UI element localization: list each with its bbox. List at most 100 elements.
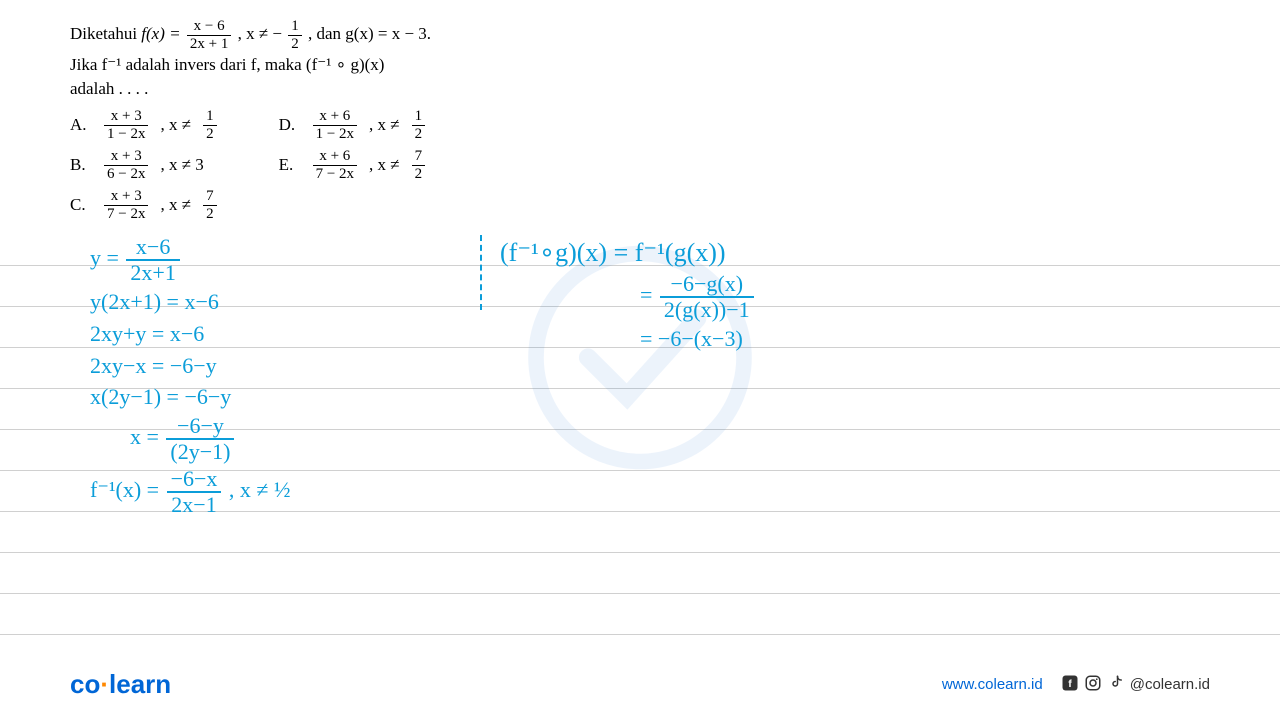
fraction: −6−y (2y−1) <box>166 414 234 464</box>
hw-line: f⁻¹(x) = −6−x 2x−1 , x ≠ ½ <box>90 467 291 517</box>
fx-label: f(x) = <box>141 24 185 43</box>
numerator: x − 6 <box>187 18 231 36</box>
condition-fraction: 1 2 <box>412 108 426 142</box>
denominator: 2 <box>203 126 217 143</box>
question-text: Diketahui f(x) = x − 6 2x + 1 , x ≠ − 1 … <box>70 18 1210 222</box>
denominator: (2y−1) <box>166 440 234 464</box>
hw-line: = −6−g(x) 2(g(x))−1 <box>640 272 756 322</box>
social-handle: @colearn.id <box>1130 676 1210 693</box>
denominator: 1 − 2x <box>313 126 357 143</box>
text: , dan g(x) = x − 3. <box>308 24 431 43</box>
handwritten-divider <box>480 235 482 310</box>
text: , x ≠ ½ <box>229 477 291 502</box>
condition-text: , x ≠ <box>160 194 191 216</box>
option-d: D. x + 6 1 − 2x , x ≠ 1 2 <box>279 108 428 142</box>
option-a: A. x + 3 1 − 2x , x ≠ 1 2 <box>70 108 219 142</box>
option-fraction: x + 3 6 − 2x <box>104 148 148 182</box>
option-label: E. <box>279 154 301 176</box>
hw-line: x = −6−y (2y−1) <box>90 414 291 464</box>
denominator: 2 <box>288 36 302 53</box>
footer: co·learn www.colearn.id f @colearn.id <box>0 669 1280 700</box>
text: x = <box>130 424 164 449</box>
logo-text-pre: co <box>70 669 100 699</box>
site-url: www.colearn.id <box>942 676 1043 693</box>
hw-line: y(2x+1) = x−6 <box>90 287 291 317</box>
option-label: B. <box>70 154 92 176</box>
denominator: 6 − 2x <box>104 166 148 183</box>
hw-line: y = x−6 2x+1 <box>90 235 291 285</box>
tiktok-icon <box>1107 674 1125 696</box>
denominator: 2 <box>412 166 426 183</box>
numerator: x + 3 <box>104 188 148 206</box>
numerator: x−6 <box>126 235 179 261</box>
brand-logo: co·learn <box>70 669 171 700</box>
footer-right: www.colearn.id f @colearn.id <box>942 674 1210 696</box>
denominator: 2x + 1 <box>187 36 231 53</box>
social-icons: f @colearn.id <box>1061 674 1210 696</box>
option-c: C. x + 3 7 − 2x , x ≠ 7 2 <box>70 188 219 222</box>
condition-text: , x ≠ 3 <box>160 154 203 176</box>
option-b: B. x + 3 6 − 2x , x ≠ 3 <box>70 148 219 182</box>
numerator: x + 3 <box>104 108 148 126</box>
options-column-left: A. x + 3 1 − 2x , x ≠ 1 2 B. x + 3 <box>70 108 219 222</box>
hw-line: x(2y−1) = −6−y <box>90 382 291 412</box>
text: y = <box>90 245 124 270</box>
handwritten-work-right: (f⁻¹∘g)(x) = f⁻¹(g(x)) = −6−g(x) 2(g(x))… <box>500 235 756 356</box>
fraction-half: 1 2 <box>288 18 302 52</box>
numerator: −6−g(x) <box>660 272 754 298</box>
numerator: 1 <box>288 18 302 36</box>
fraction-fx: x − 6 2x + 1 <box>187 18 231 52</box>
option-label: C. <box>70 194 92 216</box>
option-fraction: x + 6 1 − 2x <box>313 108 357 142</box>
option-fraction: x + 3 7 − 2x <box>104 188 148 222</box>
denominator: 2x−1 <box>167 493 222 517</box>
hw-line: (f⁻¹∘g)(x) = f⁻¹(g(x)) <box>500 235 756 270</box>
denominator: 2x+1 <box>126 261 179 285</box>
logo-dot: · <box>100 669 109 699</box>
condition-fraction: 1 2 <box>203 108 217 142</box>
hw-line: 2xy−x = −6−y <box>90 351 291 381</box>
denominator: 2(g(x))−1 <box>660 298 754 322</box>
option-fraction: x + 6 7 − 2x <box>313 148 357 182</box>
numerator: x + 3 <box>104 148 148 166</box>
svg-text:f: f <box>1068 677 1072 689</box>
text: , x ≠ <box>238 24 273 43</box>
text: Diketahui <box>70 24 141 43</box>
numerator: 7 <box>203 188 217 206</box>
denominator: 2 <box>203 206 217 223</box>
numerator: 1 <box>203 108 217 126</box>
condition-fraction: 7 2 <box>412 148 426 182</box>
options-container: A. x + 3 1 − 2x , x ≠ 1 2 B. x + 3 <box>70 108 1210 222</box>
options-column-right: D. x + 6 1 − 2x , x ≠ 1 2 E. x + 6 <box>279 108 428 222</box>
question-line-2: Jika f⁻¹ adalah invers dari f, maka (f⁻¹… <box>70 54 1210 76</box>
denominator: 1 − 2x <box>104 126 148 143</box>
option-label: A. <box>70 114 92 136</box>
numerator: −6−y <box>166 414 234 440</box>
text: f⁻¹(x) = <box>90 477 165 502</box>
fraction: −6−x 2x−1 <box>167 467 222 517</box>
instagram-icon <box>1084 674 1102 696</box>
fraction: −6−g(x) 2(g(x))−1 <box>660 272 754 322</box>
hw-line: = −6−(x−3) <box>640 324 756 354</box>
condition-text: , x ≠ <box>369 114 400 136</box>
condition-fraction: 7 2 <box>203 188 217 222</box>
numerator: 7 <box>412 148 426 166</box>
logo-text-post: learn <box>109 669 171 699</box>
neg-sign: − <box>272 24 282 43</box>
text: = <box>640 282 658 307</box>
numerator: −6−x <box>167 467 222 493</box>
hw-line: 2xy+y = x−6 <box>90 319 291 349</box>
question-line-1: Diketahui f(x) = x − 6 2x + 1 , x ≠ − 1 … <box>70 18 1210 52</box>
denominator: 2 <box>412 126 426 143</box>
numerator: x + 6 <box>313 108 357 126</box>
question-line-3: adalah . . . . <box>70 78 1210 100</box>
option-label: D. <box>279 114 301 136</box>
denominator: 7 − 2x <box>104 206 148 223</box>
denominator: 7 − 2x <box>313 166 357 183</box>
facebook-icon: f <box>1061 674 1079 696</box>
numerator: x + 6 <box>313 148 357 166</box>
numerator: 1 <box>412 108 426 126</box>
handwritten-work-left: y = x−6 2x+1 y(2x+1) = x−6 2xy+y = x−6 2… <box>90 235 291 519</box>
condition-text: , x ≠ <box>160 114 191 136</box>
condition-text: , x ≠ <box>369 154 400 176</box>
